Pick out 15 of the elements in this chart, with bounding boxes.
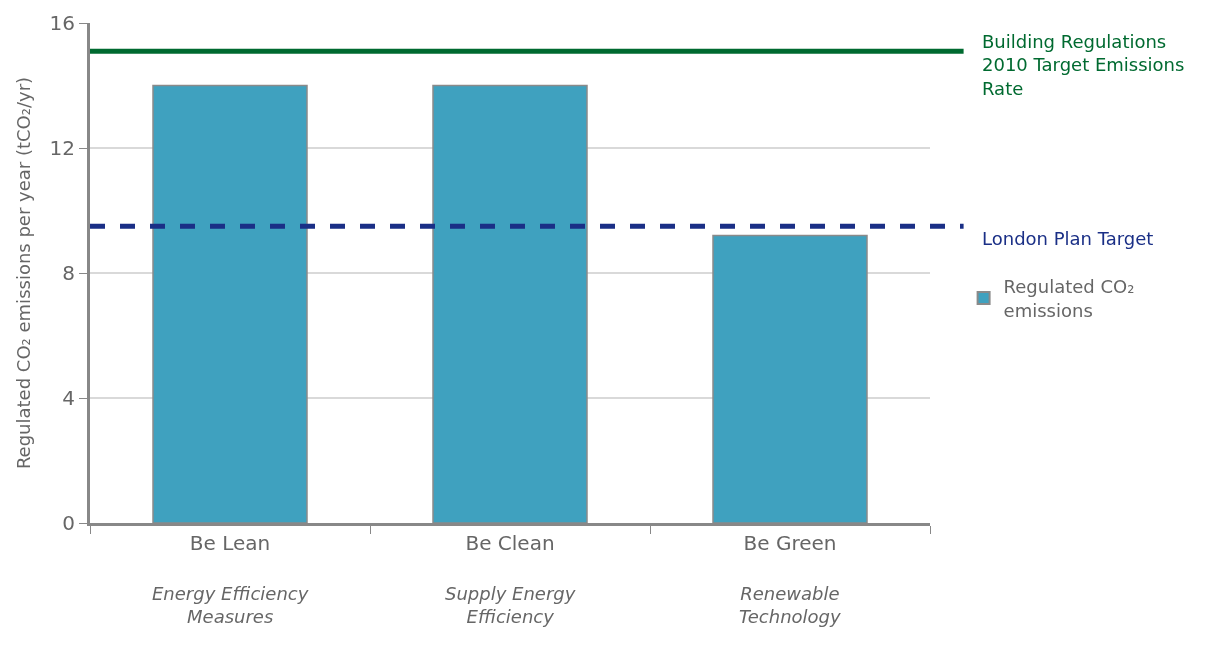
y-tick-label: 4: [62, 386, 75, 410]
x-tick-label: Be Lean: [189, 531, 271, 555]
y-tick-label: 8: [62, 261, 75, 285]
x-tick-label: Be Green: [743, 531, 837, 555]
y-axis-title: Regulated CO₂ emissions per year (tCO₂/yr): [12, 76, 34, 470]
ref-line-label: London Plan Target: [982, 228, 1154, 249]
x-tick-label: Be Clean: [465, 531, 555, 555]
y-tick-label: 0: [62, 511, 75, 535]
ref-line-label: Building Regulations 2010 Target Emissions Rate: [982, 31, 1185, 99]
text: Supply Energy Efficiency: [445, 583, 576, 628]
legend-label: Regulated CO₂ emissions: [1003, 276, 1135, 321]
text: Renewable Technology: [739, 583, 842, 628]
y-tick-label: 16: [49, 11, 75, 35]
text: Energy Efficiency Measures: [152, 583, 309, 628]
y-tick-label: 12: [49, 136, 75, 160]
